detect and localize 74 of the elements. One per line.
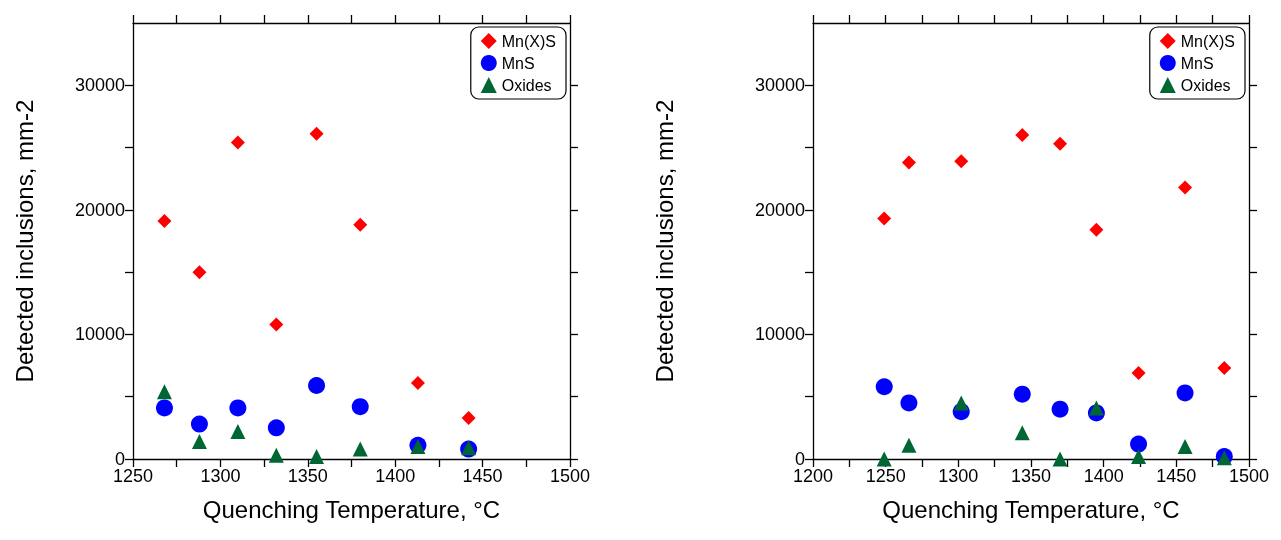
legend-label: Mn(X)S <box>501 32 557 50</box>
point <box>191 434 207 450</box>
point <box>410 376 425 391</box>
x-tick-label: 1200 <box>792 466 834 486</box>
y-tick-label: 10000 <box>754 324 805 345</box>
y-tick-label: 30000 <box>74 75 125 96</box>
x-tick-label: 1350 <box>1010 466 1052 486</box>
point <box>267 419 285 437</box>
x-tick-label: 1450 <box>1156 466 1197 486</box>
point <box>269 317 284 332</box>
point <box>1051 400 1069 418</box>
point <box>308 377 326 394</box>
y-tick-label: 20000 <box>74 199 125 220</box>
point <box>901 155 916 170</box>
legend-label: Oxides <box>1180 76 1231 94</box>
x-axis-title: Quenching Temperature, °C <box>202 495 501 523</box>
point <box>351 398 369 416</box>
x-tick-label: 1400 <box>1083 466 1124 486</box>
legend-label: MnS <box>1180 54 1214 72</box>
point <box>1176 384 1194 402</box>
legend-label: Mn(X)S <box>1180 32 1236 50</box>
point <box>309 126 324 141</box>
x-tick-label: 1500 <box>1228 466 1270 486</box>
point <box>309 449 325 465</box>
point <box>229 399 247 417</box>
point <box>230 135 245 150</box>
point <box>155 399 173 417</box>
point <box>156 384 172 400</box>
point <box>1015 128 1030 143</box>
point <box>1089 222 1104 237</box>
y-tick-label: 10000 <box>74 324 125 345</box>
legend-label: MnS <box>501 54 535 72</box>
point <box>875 378 893 396</box>
y-tick-label: 0 <box>794 449 805 469</box>
x-tick-label: 1250 <box>112 466 154 486</box>
x-tick-label: 1400 <box>375 466 416 486</box>
y-tick-label: 0 <box>114 449 125 469</box>
point <box>268 447 284 463</box>
y-tick-label: 30000 <box>754 75 805 96</box>
point <box>953 395 969 411</box>
legend-label: Oxides <box>501 76 552 94</box>
point <box>1178 180 1193 195</box>
point <box>1130 435 1148 453</box>
point <box>1217 361 1232 376</box>
point <box>877 211 892 226</box>
point <box>352 441 368 457</box>
y-axis-title: Detected inclusions, mm-2 <box>650 99 678 383</box>
point <box>353 217 368 232</box>
y-axis-title: Detected inclusions, mm-2 <box>10 99 38 383</box>
point <box>954 154 969 169</box>
point <box>192 265 207 280</box>
point <box>1088 400 1104 416</box>
x-tick-label: 1300 <box>938 466 979 486</box>
point <box>157 214 172 229</box>
point <box>901 437 917 453</box>
point <box>230 424 246 440</box>
x-tick-label: 1350 <box>287 466 328 486</box>
x-axis-title: Quenching Temperature, °C <box>882 495 1180 523</box>
point <box>900 394 918 412</box>
point <box>1052 451 1068 467</box>
x-tick-label: 1250 <box>865 466 906 486</box>
point <box>1014 425 1030 441</box>
x-tick-label: 1300 <box>200 466 241 486</box>
x-tick-label: 1500 <box>549 466 591 486</box>
point <box>1131 366 1146 381</box>
point <box>876 451 892 467</box>
x-tick-label: 1450 <box>462 466 503 486</box>
point <box>1013 385 1031 403</box>
point <box>461 410 476 425</box>
point <box>1177 439 1193 455</box>
y-tick-label: 20000 <box>754 199 805 220</box>
point <box>1053 136 1068 151</box>
point <box>190 415 208 433</box>
point <box>1131 449 1147 465</box>
